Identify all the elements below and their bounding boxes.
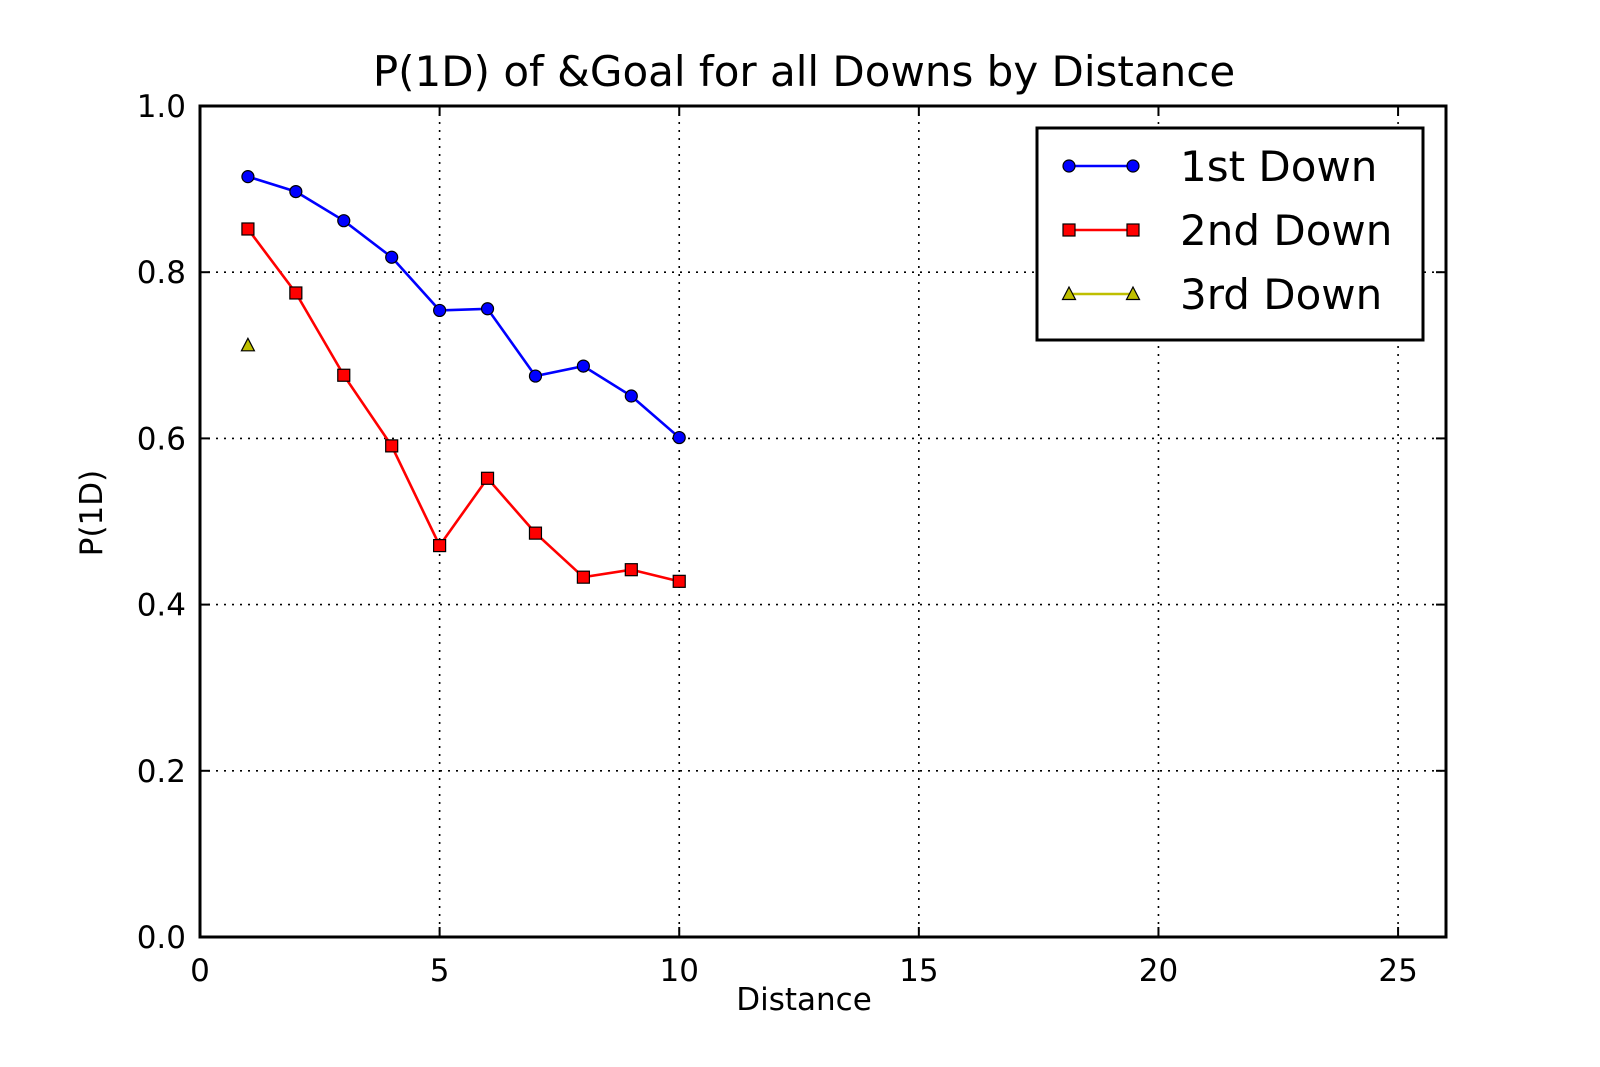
data-point bbox=[337, 214, 351, 228]
data-point bbox=[576, 359, 590, 373]
legend-entry: 3rd Down bbox=[1061, 270, 1382, 319]
data-point bbox=[528, 526, 543, 540]
legend-marker bbox=[1062, 223, 1076, 237]
tick-layer: 0 5 10 15 20 25 0.0 0.2 0.4 0.6 0.8 1.0 bbox=[137, 89, 1446, 989]
legend-marker bbox=[1061, 285, 1077, 301]
x-tick-label: 25 bbox=[1378, 953, 1417, 989]
data-point bbox=[433, 538, 447, 553]
legend-label: 3rd Down bbox=[1180, 270, 1382, 319]
y-tick-label: 0.0 bbox=[137, 920, 186, 956]
data-point bbox=[672, 574, 686, 588]
data-point bbox=[624, 389, 638, 403]
data-point bbox=[624, 563, 638, 577]
data-point bbox=[528, 369, 543, 383]
legend-marker bbox=[1126, 223, 1140, 237]
legend-marker bbox=[1125, 285, 1141, 301]
series-line bbox=[246, 228, 680, 583]
plot-frame bbox=[198, 104, 1448, 939]
legend: 1st Down 2nd Down 3rd Down bbox=[1035, 126, 1425, 342]
y-tick-label: 0.2 bbox=[137, 754, 186, 790]
data-point bbox=[289, 286, 303, 300]
data-point bbox=[672, 430, 686, 445]
data-point bbox=[576, 570, 590, 584]
y-axis-label: P(1D) bbox=[74, 470, 110, 556]
series-3 bbox=[240, 337, 256, 352]
data-point bbox=[241, 222, 255, 236]
x-axis-label: Distance bbox=[736, 982, 872, 1018]
data-point bbox=[240, 337, 256, 352]
x-tick-label: 5 bbox=[430, 953, 450, 989]
legend-label: 1st Down bbox=[1180, 142, 1377, 191]
y-tick-label: 1.0 bbox=[137, 89, 186, 125]
x-tick-label: 15 bbox=[899, 953, 938, 989]
data-point bbox=[385, 439, 399, 453]
legend-marker bbox=[1062, 159, 1076, 173]
y-tick-label: 0.8 bbox=[137, 255, 186, 291]
series-2 bbox=[241, 222, 686, 588]
legend-box bbox=[1035, 126, 1425, 342]
legend-label: 2nd Down bbox=[1180, 206, 1392, 255]
x-tick-label: 0 bbox=[190, 953, 210, 989]
y-tick-label: 0.4 bbox=[137, 588, 186, 624]
series-layer bbox=[240, 170, 686, 588]
chart-title: P(1D) of &Goal for all Downs by Distance bbox=[373, 47, 1235, 96]
legend-marker bbox=[1126, 159, 1140, 173]
data-point bbox=[385, 250, 399, 264]
x-tick-label: 20 bbox=[1139, 953, 1178, 989]
data-point bbox=[480, 471, 495, 485]
data-point bbox=[289, 184, 303, 199]
data-point bbox=[241, 170, 255, 184]
series-line bbox=[247, 175, 681, 439]
legend-entry: 1st Down bbox=[1062, 142, 1377, 191]
data-point bbox=[480, 302, 495, 316]
x-tick-label: 10 bbox=[660, 953, 699, 989]
legend-entry: 2nd Down bbox=[1062, 206, 1392, 255]
series-1 bbox=[241, 170, 686, 445]
y-tick-label: 0.6 bbox=[137, 421, 186, 457]
data-point bbox=[433, 303, 447, 318]
data-point bbox=[337, 368, 351, 382]
